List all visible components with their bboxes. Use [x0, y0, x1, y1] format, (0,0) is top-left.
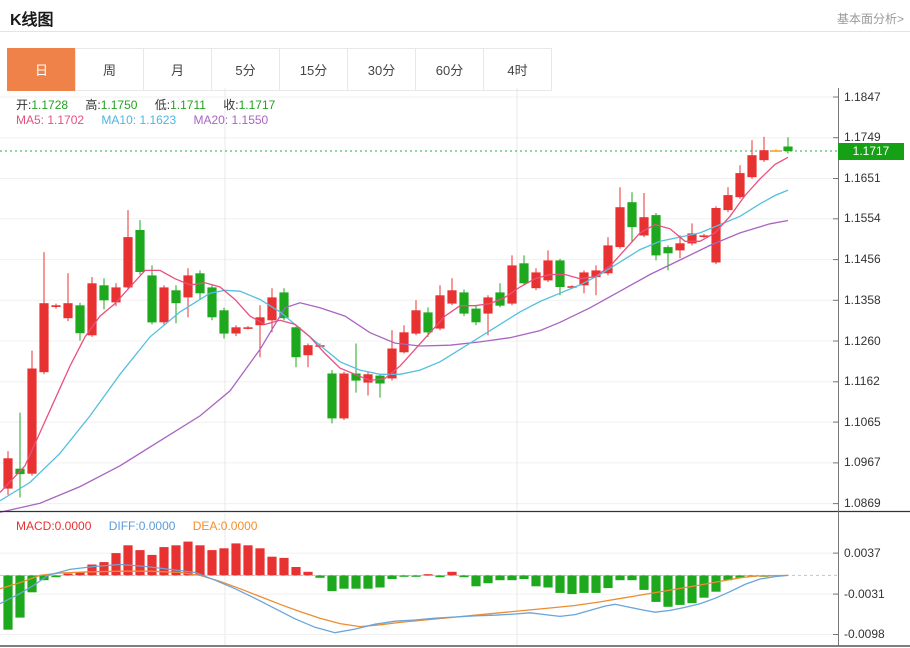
- diff-label: DIFF:: [108, 519, 139, 533]
- tab-15分[interactable]: 15分: [279, 48, 348, 91]
- price-tick-label: 1.1065: [844, 414, 881, 429]
- macd-info-row: MACD:0.0000 DIFF:0.0000 DEA:0.0000: [16, 519, 257, 533]
- ohlc-info-row: 开:1.1728 高:1.1750 低:1.1711 收:1.1717: [16, 96, 275, 113]
- price-tick-label: 1.1847: [844, 89, 881, 104]
- tab-周[interactable]: 周: [75, 48, 144, 91]
- ma20-label: MA20:: [193, 113, 229, 127]
- tab-30分[interactable]: 30分: [347, 48, 416, 91]
- macd-tick-label: -0.0098: [844, 626, 885, 641]
- ma20-value: 1.1550: [231, 113, 269, 127]
- macd-tick-label: 0.0037: [844, 545, 881, 560]
- open-label: 开:: [16, 98, 32, 112]
- interval-tabbar: 日周月 5分 15分 30分 60分 4时: [7, 48, 552, 91]
- tab-月[interactable]: 月: [143, 48, 212, 91]
- dea-label: DEA:: [192, 519, 221, 533]
- page-title: K线图: [10, 12, 54, 29]
- fundamental-analysis-link[interactable]: 基本面分析>: [836, 12, 904, 26]
- price-tick-label: 1.0869: [844, 496, 881, 511]
- tab-日[interactable]: 日: [7, 48, 76, 91]
- price-tick-label: 1.1162: [844, 374, 880, 389]
- ma-info-row: MA5: 1.1702 MA10: 1.1623 MA20: 1.1550: [16, 113, 268, 127]
- current-price-badge: 1.1717: [838, 143, 904, 160]
- close-label: 收:: [223, 98, 239, 112]
- header-divider: [0, 31, 910, 32]
- ma10-label: MA10:: [101, 113, 137, 127]
- price-tick-label: 1.1358: [844, 292, 881, 307]
- high-label: 高:: [85, 98, 101, 112]
- tab-5分[interactable]: 5分: [211, 48, 280, 91]
- price-tick-label: 1.1554: [844, 211, 881, 226]
- close-value: 1.1717: [238, 98, 276, 112]
- low-value: 1.1711: [170, 98, 206, 112]
- ma5-label: MA5:: [16, 113, 45, 127]
- price-tick-label: 1.1260: [844, 333, 881, 348]
- ma5-value: 1.1702: [47, 113, 85, 127]
- high-value: 1.1750: [100, 98, 138, 112]
- low-label: 低:: [154, 98, 171, 112]
- diff-value: 0.0000: [138, 519, 176, 533]
- dea-value: 0.0000: [220, 519, 258, 533]
- price-tick-label: 1.0967: [844, 455, 881, 470]
- price-tick-label: 1.1749: [844, 130, 881, 145]
- macd-tick-label: -0.0031: [844, 586, 885, 601]
- ma10-value: 1.1623: [139, 113, 177, 127]
- open-value: 1.1728: [31, 98, 69, 112]
- price-tick-label: 1.1651: [844, 170, 881, 185]
- macd-value: 0.0000: [54, 519, 92, 533]
- price-tick-label: 1.1456: [844, 252, 881, 267]
- tab-60分[interactable]: 60分: [415, 48, 484, 91]
- macd-label: MACD:: [16, 519, 55, 533]
